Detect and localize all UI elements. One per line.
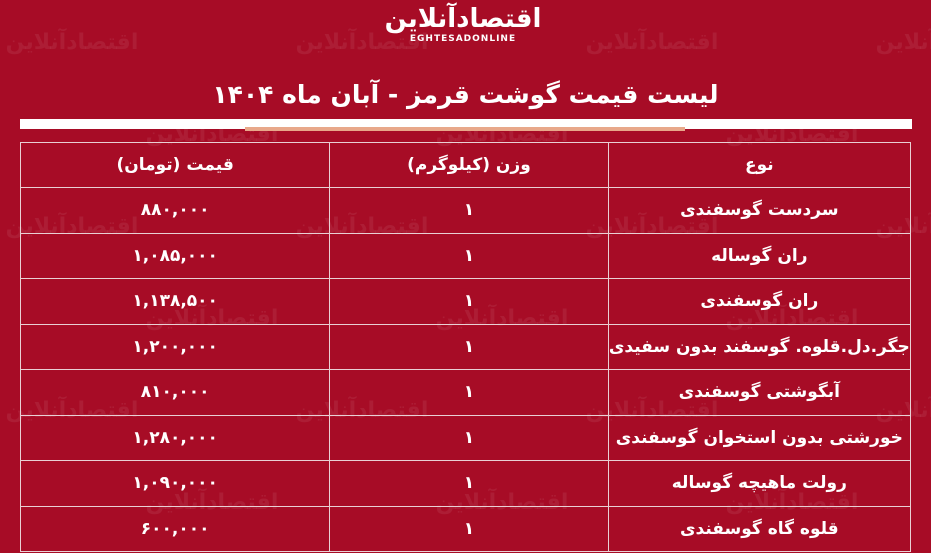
table-header: نوع وزن (کیلوگرم) قیمت (تومان) (19, 142, 912, 188)
header-type: نوع (607, 142, 912, 188)
cell-weight: ۱ (329, 278, 609, 325)
table-row: سردست گوسفندی ۱ ۸۸۰,۰۰۰ (19, 187, 912, 234)
cell-type: ران گوساله (607, 232, 912, 279)
logo-text: اقتصادآنلاین (384, 4, 542, 34)
cell-type: رولت ماهیچه گوساله (607, 460, 912, 507)
watermark: اقتصادآنلاین (875, 30, 931, 55)
cell-price: ۱,۲۰۰,۰۰۰ (19, 323, 331, 370)
price-table: نوع وزن (کیلوگرم) قیمت (تومان) سردست گوس… (19, 142, 912, 552)
table-row: ران گوساله ۱ ۱,۰۸۵,۰۰۰ (19, 232, 912, 279)
cell-price: ۸۱۰,۰۰۰ (19, 369, 331, 416)
divider (20, 119, 912, 129)
cell-weight: ۱ (329, 460, 609, 507)
brand-logo: اقتصادآنلاین EGHTESADONLINE (378, 4, 548, 50)
table-row: آبگوشتی گوسفندی ۱ ۸۱۰,۰۰۰ (19, 369, 912, 416)
cell-type: جگر.دل.قلوه. گوسفند بدون سفیدی (607, 323, 912, 370)
header-weight: وزن (کیلوگرم) (329, 142, 609, 188)
cell-price: ۱,۲۸۰,۰۰۰ (19, 414, 331, 461)
cell-weight: ۱ (329, 187, 609, 234)
table-row: ران گوسفندی ۱ ۱,۱۳۸,۵۰۰ (19, 278, 912, 325)
divider-accent (245, 127, 685, 131)
cell-price: ۱,۰۸۵,۰۰۰ (19, 232, 331, 279)
page-title: لیست قیمت گوشت قرمز - آبان ماه ۱۴۰۴ (212, 80, 719, 109)
table-row: خورشتی بدون استخوان گوسفندی ۱ ۱,۲۸۰,۰۰۰ (19, 414, 912, 461)
cell-type: خورشتی بدون استخوان گوسفندی (607, 414, 912, 461)
logo-subtext: EGHTESADONLINE (409, 34, 517, 44)
table-row: رولت ماهیچه گوساله ۱ ۱,۰۹۰,۰۰۰ (19, 460, 912, 507)
cell-price: ۶۰۰,۰۰۰ (19, 505, 331, 552)
table-row: جگر.دل.قلوه. گوسفند بدون سفیدی ۱ ۱,۲۰۰,۰۰۰ (19, 323, 912, 370)
cell-type: ران گوسفندی (607, 278, 912, 325)
table-row: قلوه گاه گوسفندی ۱ ۶۰۰,۰۰۰ (19, 505, 912, 552)
cell-type: سردست گوسفندی (607, 187, 912, 234)
cell-price: ۸۸۰,۰۰۰ (19, 187, 331, 234)
cell-weight: ۱ (329, 323, 609, 370)
cell-weight: ۱ (329, 505, 609, 552)
header-price: قیمت (تومان) (19, 142, 331, 188)
cell-price: ۱,۰۹۰,۰۰۰ (19, 460, 331, 507)
cell-weight: ۱ (329, 414, 609, 461)
cell-price: ۱,۱۳۸,۵۰۰ (19, 278, 331, 325)
watermark: اقتصادآنلاین (5, 30, 139, 55)
cell-weight: ۱ (329, 232, 609, 279)
cell-type: آبگوشتی گوسفندی (607, 369, 912, 416)
watermark: اقتصادآنلاین (585, 30, 719, 55)
cell-type: قلوه گاه گوسفندی (607, 505, 912, 552)
cell-weight: ۱ (329, 369, 609, 416)
